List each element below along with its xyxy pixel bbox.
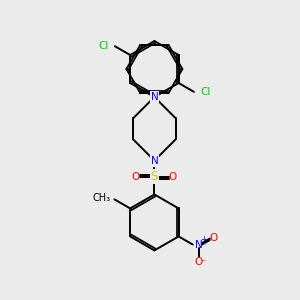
Text: O: O [209, 233, 218, 243]
Text: O: O [132, 172, 140, 182]
Text: Cl: Cl [200, 87, 211, 97]
Text: S: S [151, 170, 158, 183]
Text: Cl: Cl [98, 41, 108, 51]
Text: O: O [169, 172, 177, 182]
Text: ⁻: ⁻ [200, 258, 205, 268]
Text: O: O [194, 256, 203, 267]
Text: +: + [200, 235, 207, 244]
Text: N: N [151, 156, 158, 166]
Text: CH₃: CH₃ [93, 193, 111, 203]
Text: N: N [151, 92, 158, 102]
Text: N: N [195, 239, 203, 250]
